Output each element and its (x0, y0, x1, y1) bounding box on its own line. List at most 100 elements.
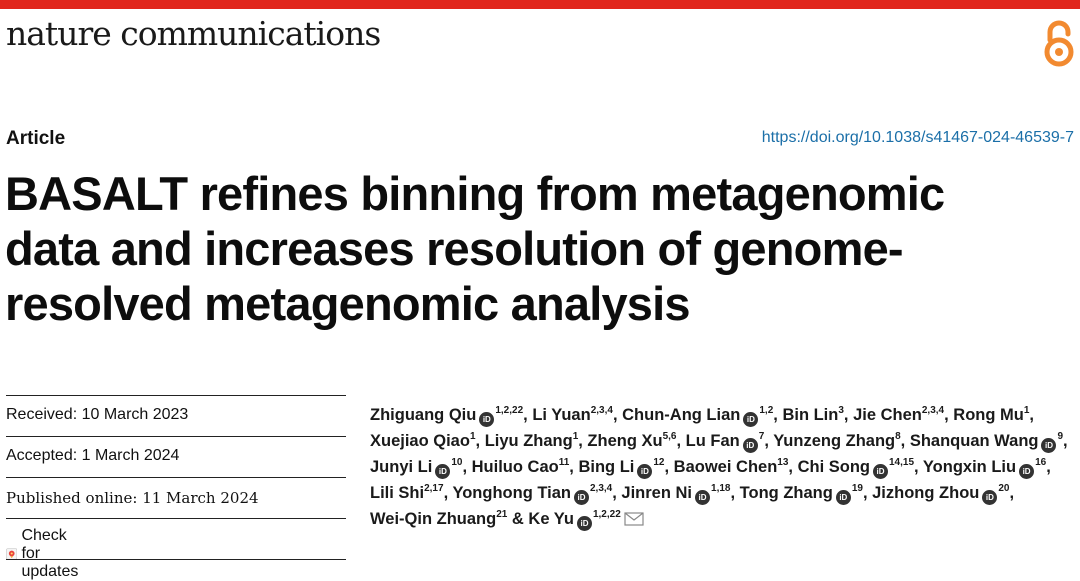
author-name[interactable]: Yunzeng Zhang (773, 432, 896, 450)
author-separator: , (1046, 458, 1051, 476)
author[interactable]: Shanquan Wang iD9 (909, 432, 1063, 453)
title-line: BASALT refines binning from metagenomic (5, 167, 945, 220)
author-name[interactable]: Lili Shi (370, 484, 425, 502)
author[interactable]: Zheng Xu5,6 (587, 431, 677, 451)
author[interactable]: Chi Song iD14,15 (797, 457, 915, 479)
author[interactable]: Rong Mu1 (953, 405, 1030, 425)
author[interactable]: Li Yuan2,3,4 (532, 406, 613, 425)
orcid-icon[interactable]: iD (1041, 438, 1057, 453)
author[interactable]: Jie Chen2,3,4 (853, 406, 944, 425)
check-updates-label: Check for updates (21, 527, 79, 580)
affiliation-numbers: 16 (1035, 457, 1047, 468)
orcid-icon[interactable]: iD (742, 438, 758, 453)
author-name[interactable]: Liyu Zhang (484, 432, 573, 450)
divider (6, 559, 346, 560)
orcid-icon[interactable]: iD (1019, 464, 1035, 479)
mail-icon[interactable] (624, 512, 644, 526)
author-name[interactable]: Jizhong Zhou (872, 484, 980, 502)
journal-name[interactable]: nature communications (6, 14, 381, 53)
affiliation-numbers: 1,2,22 (592, 509, 621, 520)
author[interactable]: Jizhong Zhou iD20 (872, 484, 1009, 505)
author-name[interactable]: Wei-Qin Zhuang (370, 510, 497, 528)
author-separator: , (612, 484, 622, 502)
author[interactable]: Zhiguang Qiu iD1,2,22 (370, 405, 524, 427)
author-name[interactable]: Baowei Chen (673, 458, 778, 476)
author-separator: , (676, 432, 686, 450)
author-separator: , (1009, 484, 1015, 502)
received-date: Received: 10 March 2023 (6, 406, 189, 423)
author-separator: , (730, 484, 740, 502)
open-access-icon[interactable] (1040, 18, 1078, 68)
author-separator: , (443, 484, 453, 502)
author-name[interactable]: Zheng Xu (587, 432, 663, 450)
orcid-icon[interactable]: iD (435, 464, 451, 479)
author-name[interactable]: Yongxin Liu (922, 458, 1017, 476)
orcid-icon[interactable]: iD (479, 412, 495, 427)
author[interactable]: Bing Li iD12 (578, 458, 665, 479)
author-name[interactable]: Ke Yu (528, 510, 574, 528)
author-name[interactable]: Zhiguang Qiu (370, 406, 477, 424)
author[interactable]: Xuejiao Qiao1 (370, 432, 476, 451)
author[interactable]: Wei-Qin Zhuang21 (370, 510, 507, 529)
orcid-icon[interactable]: iD (576, 516, 592, 531)
author-separator: , (578, 432, 588, 450)
author[interactable]: Baowei Chen13 (673, 457, 789, 477)
author-separator: & (507, 510, 529, 528)
author-name[interactable]: Chun-Ang Lian (622, 406, 741, 424)
orcid-icon[interactable]: iD (637, 464, 653, 479)
affiliation-numbers: 10 (451, 457, 463, 468)
author-name[interactable]: Xuejiao Qiao (370, 432, 470, 450)
author-separator: , (462, 458, 472, 476)
author[interactable]: Huiluo Cao11 (471, 458, 570, 477)
author-name[interactable]: Shanquan Wang (909, 432, 1039, 450)
orcid-icon[interactable]: iD (872, 464, 888, 479)
author[interactable]: Lu Fan iD7 (685, 432, 764, 453)
affiliation-numbers: 8 (895, 431, 901, 442)
check-updates-button[interactable]: Check for updates (6, 527, 89, 581)
author-separator: , (914, 458, 923, 476)
divider (6, 477, 346, 478)
author[interactable]: Liyu Zhang1 (484, 431, 579, 451)
author[interactable]: Yonghong Tian iD2,3,4 (452, 483, 613, 505)
author-name[interactable]: Jie Chen (853, 406, 922, 424)
orcid-icon[interactable]: iD (982, 490, 998, 505)
affiliation-numbers: 14,15 (888, 457, 915, 468)
doi-link[interactable]: https://doi.org/10.1038/s41467-024-46539… (761, 129, 1074, 146)
accepted-date: Accepted: 1 March 2024 (6, 447, 180, 464)
author[interactable]: Chun-Ang Lian iD1,2 (622, 406, 773, 427)
author-separator: , (664, 458, 674, 476)
orcid-icon[interactable]: iD (743, 412, 759, 427)
orcid-icon[interactable]: iD (695, 490, 711, 505)
author[interactable]: Yunzeng Zhang8 (773, 431, 901, 451)
author[interactable]: Yongxin Liu iD16 (922, 457, 1047, 479)
author-name[interactable]: Rong Mu (953, 406, 1024, 424)
author-separator: , (862, 484, 873, 502)
affiliation-numbers: 13 (777, 457, 789, 468)
affiliation-numbers: 2,3,4 (589, 483, 613, 494)
affiliation-numbers: 1 (572, 431, 579, 442)
author[interactable]: Junyi Li iD10 (370, 457, 463, 479)
affiliation-numbers: 1,2,22 (495, 405, 524, 416)
author[interactable]: Ke Yu iD1,2,22 (528, 509, 644, 531)
author-name[interactable]: Yonghong Tian (452, 484, 571, 502)
author-list: Zhiguang Qiu iD1,2,22, Li Yuan2,3,4, Chun… (370, 402, 1075, 532)
author-name[interactable]: Bing Li (578, 458, 635, 476)
orcid-icon[interactable]: iD (573, 490, 589, 505)
author-name[interactable]: Chi Song (797, 458, 870, 476)
author-name[interactable]: Li Yuan (532, 406, 591, 424)
author[interactable]: Jinren Ni iD1,18 (621, 484, 730, 505)
author[interactable]: Tong Zhang iD19 (739, 484, 863, 505)
author[interactable]: Lili Shi2,17 (370, 484, 444, 503)
author[interactable]: Bin Lin3 (782, 406, 843, 425)
author-separator: , (1063, 432, 1068, 450)
divider (6, 395, 346, 396)
affiliation-numbers: 5,6 (662, 431, 677, 442)
affiliation-numbers: 1 (1023, 405, 1030, 416)
author-name[interactable]: Huiluo Cao (471, 458, 559, 476)
author-name[interactable]: Bin Lin (782, 406, 839, 424)
author-name[interactable]: Tong Zhang (739, 484, 833, 502)
author-name[interactable]: Junyi Li (370, 458, 433, 476)
author-name[interactable]: Lu Fan (685, 432, 740, 450)
author-name[interactable]: Jinren Ni (621, 484, 693, 502)
orcid-icon[interactable]: iD (835, 490, 851, 505)
